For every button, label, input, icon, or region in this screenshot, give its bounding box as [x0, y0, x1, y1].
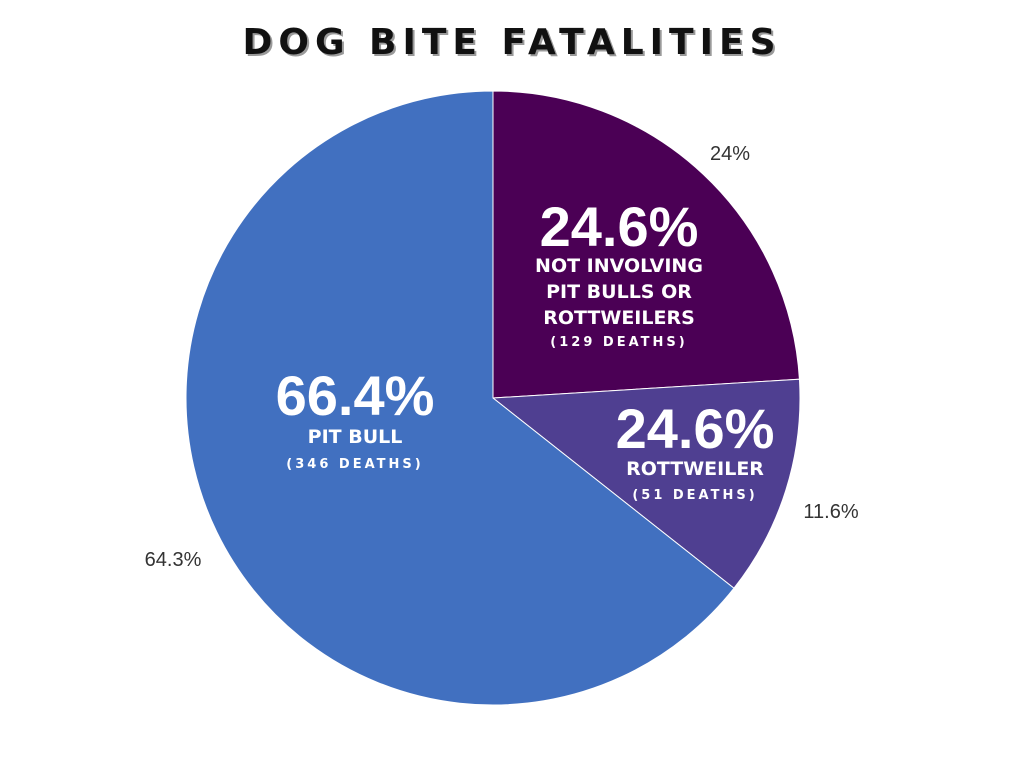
slice-outer-label-rottweiler: 11.6% [803, 501, 858, 523]
slice-deaths-label-rottweiler: (51 DEATHS) [632, 488, 757, 503]
slice-category-label-pit-bull: PIT BULL [308, 426, 403, 448]
slice-category-label-not-involving: NOT INVOLVING [535, 255, 703, 277]
slice-deaths-label-pit-bull: (346 DEATHS) [286, 457, 423, 472]
pie-slice-rottweiler [491, 378, 801, 589]
slice-outer-label-pit-bull: 64.3% [145, 549, 202, 571]
chart-title: DOG BITE FATALITIES [242, 22, 782, 63]
pie-slice-not-involving [492, 90, 800, 399]
slice-outer-label-not-involving: 24% [710, 143, 750, 165]
slice-category-label-not-involving: PIT BULLS OR [546, 281, 692, 303]
pie-slice-pit-bull [185, 90, 735, 706]
slice-percent-label-rottweiler: 24.6% [616, 397, 775, 460]
slice-deaths-label-not-involving: (129 DEATHS) [550, 335, 687, 350]
slice-category-label-rottweiler: ROTTWEILER [626, 458, 764, 480]
slice-percent-label-pit-bull: 66.4% [276, 364, 435, 427]
slice-category-label-not-involving: ROTTWEILERS [543, 307, 695, 329]
slice-percent-label-not-involving: 24.6% [540, 195, 699, 258]
